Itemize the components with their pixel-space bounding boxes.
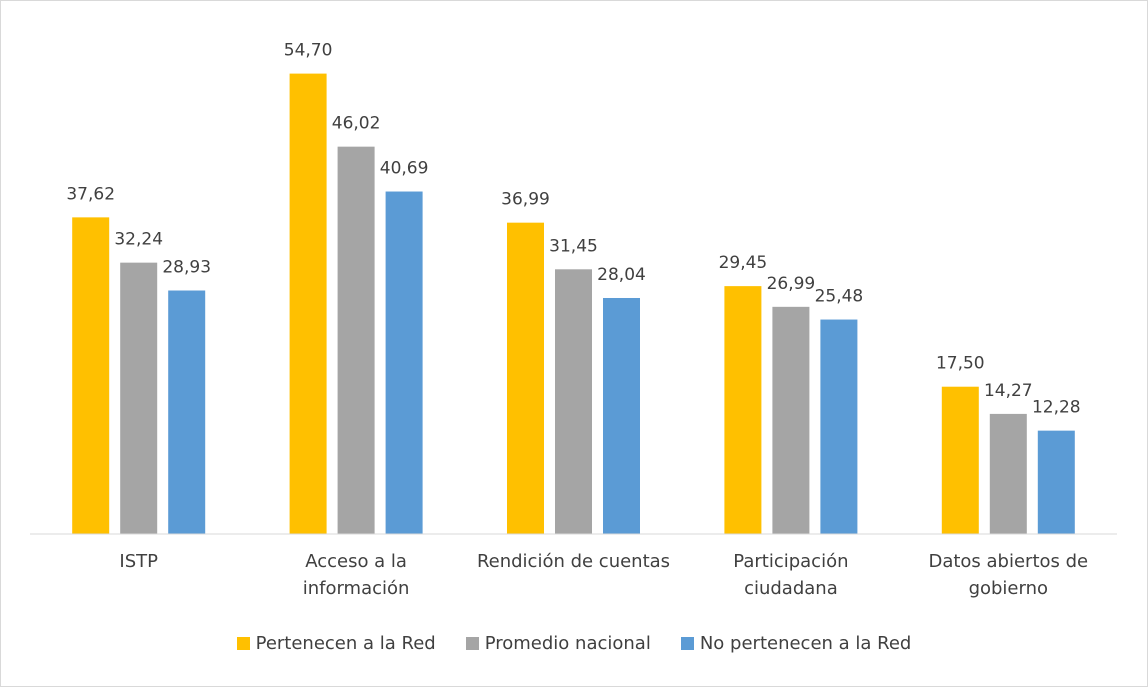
legend: Pertenecen a la Red Promedio nacional No p… bbox=[0, 633, 1148, 654]
bar bbox=[603, 297, 640, 534]
legend-item: Promedio nacional bbox=[465, 633, 651, 654]
bar bbox=[555, 269, 592, 534]
bar bbox=[120, 262, 158, 534]
bar bbox=[989, 413, 1027, 534]
bar bbox=[507, 222, 544, 535]
x-tick-label: Participación ciudadana bbox=[733, 551, 849, 599]
data-label: 40,69 bbox=[380, 159, 429, 179]
data-label: 31,45 bbox=[549, 236, 598, 256]
legend-label: Promedio nacional bbox=[484, 633, 651, 654]
legend-swatch bbox=[680, 637, 694, 650]
bar bbox=[772, 306, 810, 534]
legend-swatch bbox=[465, 637, 479, 650]
data-label: 14,27 bbox=[984, 381, 1033, 401]
bar bbox=[941, 386, 979, 534]
data-label: 28,04 bbox=[597, 265, 646, 285]
data-label: 26,99 bbox=[767, 274, 816, 294]
data-label: 46,02 bbox=[332, 114, 381, 134]
bar bbox=[385, 191, 423, 535]
bar bbox=[820, 319, 858, 534]
data-label: 12,28 bbox=[1032, 398, 1081, 418]
legend-label: Pertenecen a la Red bbox=[255, 633, 436, 654]
data-label: 54,70 bbox=[284, 41, 333, 61]
bar bbox=[168, 290, 206, 534]
data-label: 17,50 bbox=[936, 354, 985, 374]
x-tick-label: Rendición de cuentas bbox=[476, 551, 671, 572]
bar bbox=[1037, 430, 1075, 534]
legend-swatch bbox=[236, 637, 250, 650]
data-label: 36,99 bbox=[501, 190, 550, 210]
legend-item: Pertenecen a la Red bbox=[236, 633, 436, 654]
bar bbox=[289, 73, 327, 534]
x-tick-label: ISTP bbox=[119, 551, 158, 572]
bar bbox=[337, 146, 375, 535]
bar bbox=[724, 286, 762, 534]
x-tick-label: Datos abiertos de gobierno bbox=[928, 551, 1089, 599]
bar bbox=[72, 217, 110, 535]
data-label: 29,45 bbox=[719, 253, 768, 273]
data-label: 37,62 bbox=[66, 184, 115, 204]
legend-label: No pertenecen a la Red bbox=[699, 633, 912, 654]
data-label: 25,48 bbox=[815, 287, 864, 307]
data-label: 28,93 bbox=[162, 258, 211, 278]
data-label: 32,24 bbox=[114, 230, 163, 250]
legend-item: No pertenecen a la Red bbox=[680, 633, 912, 654]
x-tick-label: Acceso a la información bbox=[302, 551, 410, 599]
